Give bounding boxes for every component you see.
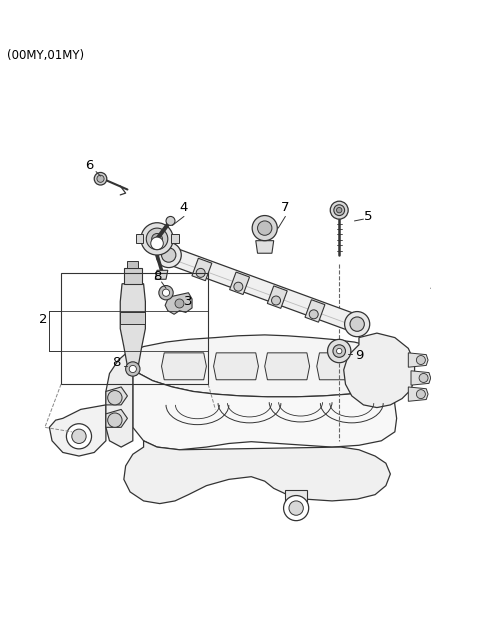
Circle shape [350,317,364,331]
Text: 6: 6 [85,159,94,172]
Circle shape [108,413,122,427]
Circle shape [162,289,169,296]
Text: 4: 4 [180,201,188,214]
Polygon shape [265,353,310,380]
Circle shape [97,175,104,182]
Polygon shape [124,268,142,284]
Polygon shape [408,353,428,367]
Circle shape [416,356,425,365]
Polygon shape [171,234,179,243]
Circle shape [334,204,345,216]
Polygon shape [106,387,127,405]
Circle shape [336,348,342,354]
Polygon shape [126,335,396,397]
Circle shape [162,248,176,262]
Polygon shape [408,387,428,401]
Circle shape [72,429,86,444]
Circle shape [152,234,162,244]
Text: 7: 7 [281,201,289,214]
Text: 5: 5 [364,210,372,223]
Circle shape [333,345,346,358]
Polygon shape [133,365,396,450]
Circle shape [330,201,348,219]
Polygon shape [155,270,168,279]
Polygon shape [267,286,287,308]
Polygon shape [214,353,258,380]
Polygon shape [229,272,250,294]
Text: (00MY,01MY): (00MY,01MY) [7,49,84,61]
Polygon shape [127,261,138,268]
Polygon shape [49,405,106,456]
Polygon shape [165,292,192,314]
Circle shape [151,237,163,249]
Polygon shape [286,490,307,508]
Polygon shape [317,353,361,380]
Circle shape [175,299,184,308]
Polygon shape [106,354,133,447]
Polygon shape [120,284,145,367]
Polygon shape [256,241,274,253]
Polygon shape [162,353,206,380]
Text: 8: 8 [153,270,161,283]
Polygon shape [166,247,360,332]
Polygon shape [344,333,415,408]
Circle shape [258,221,272,235]
Circle shape [129,365,136,373]
Text: 8: 8 [112,356,121,369]
Text: 3: 3 [184,295,192,308]
Text: 2: 2 [39,313,48,326]
Polygon shape [120,313,145,324]
Circle shape [234,282,243,291]
Circle shape [336,208,342,213]
Polygon shape [135,234,143,243]
Polygon shape [124,441,390,504]
Polygon shape [127,367,138,375]
Circle shape [252,216,277,241]
Polygon shape [192,258,212,280]
Polygon shape [305,299,325,322]
Circle shape [309,310,318,319]
Circle shape [108,391,122,405]
Circle shape [327,339,351,363]
Circle shape [156,242,181,268]
Circle shape [66,423,92,449]
Circle shape [272,296,280,305]
Polygon shape [106,410,127,427]
Circle shape [166,216,175,225]
Text: 9: 9 [355,349,363,362]
Circle shape [289,501,303,515]
Circle shape [416,390,425,399]
Circle shape [126,362,140,376]
Circle shape [196,268,205,277]
Circle shape [345,311,370,337]
Circle shape [146,228,168,249]
Circle shape [159,285,173,300]
Circle shape [419,373,428,382]
Circle shape [284,496,309,521]
Polygon shape [411,371,431,385]
Circle shape [94,172,107,185]
Circle shape [141,223,173,255]
